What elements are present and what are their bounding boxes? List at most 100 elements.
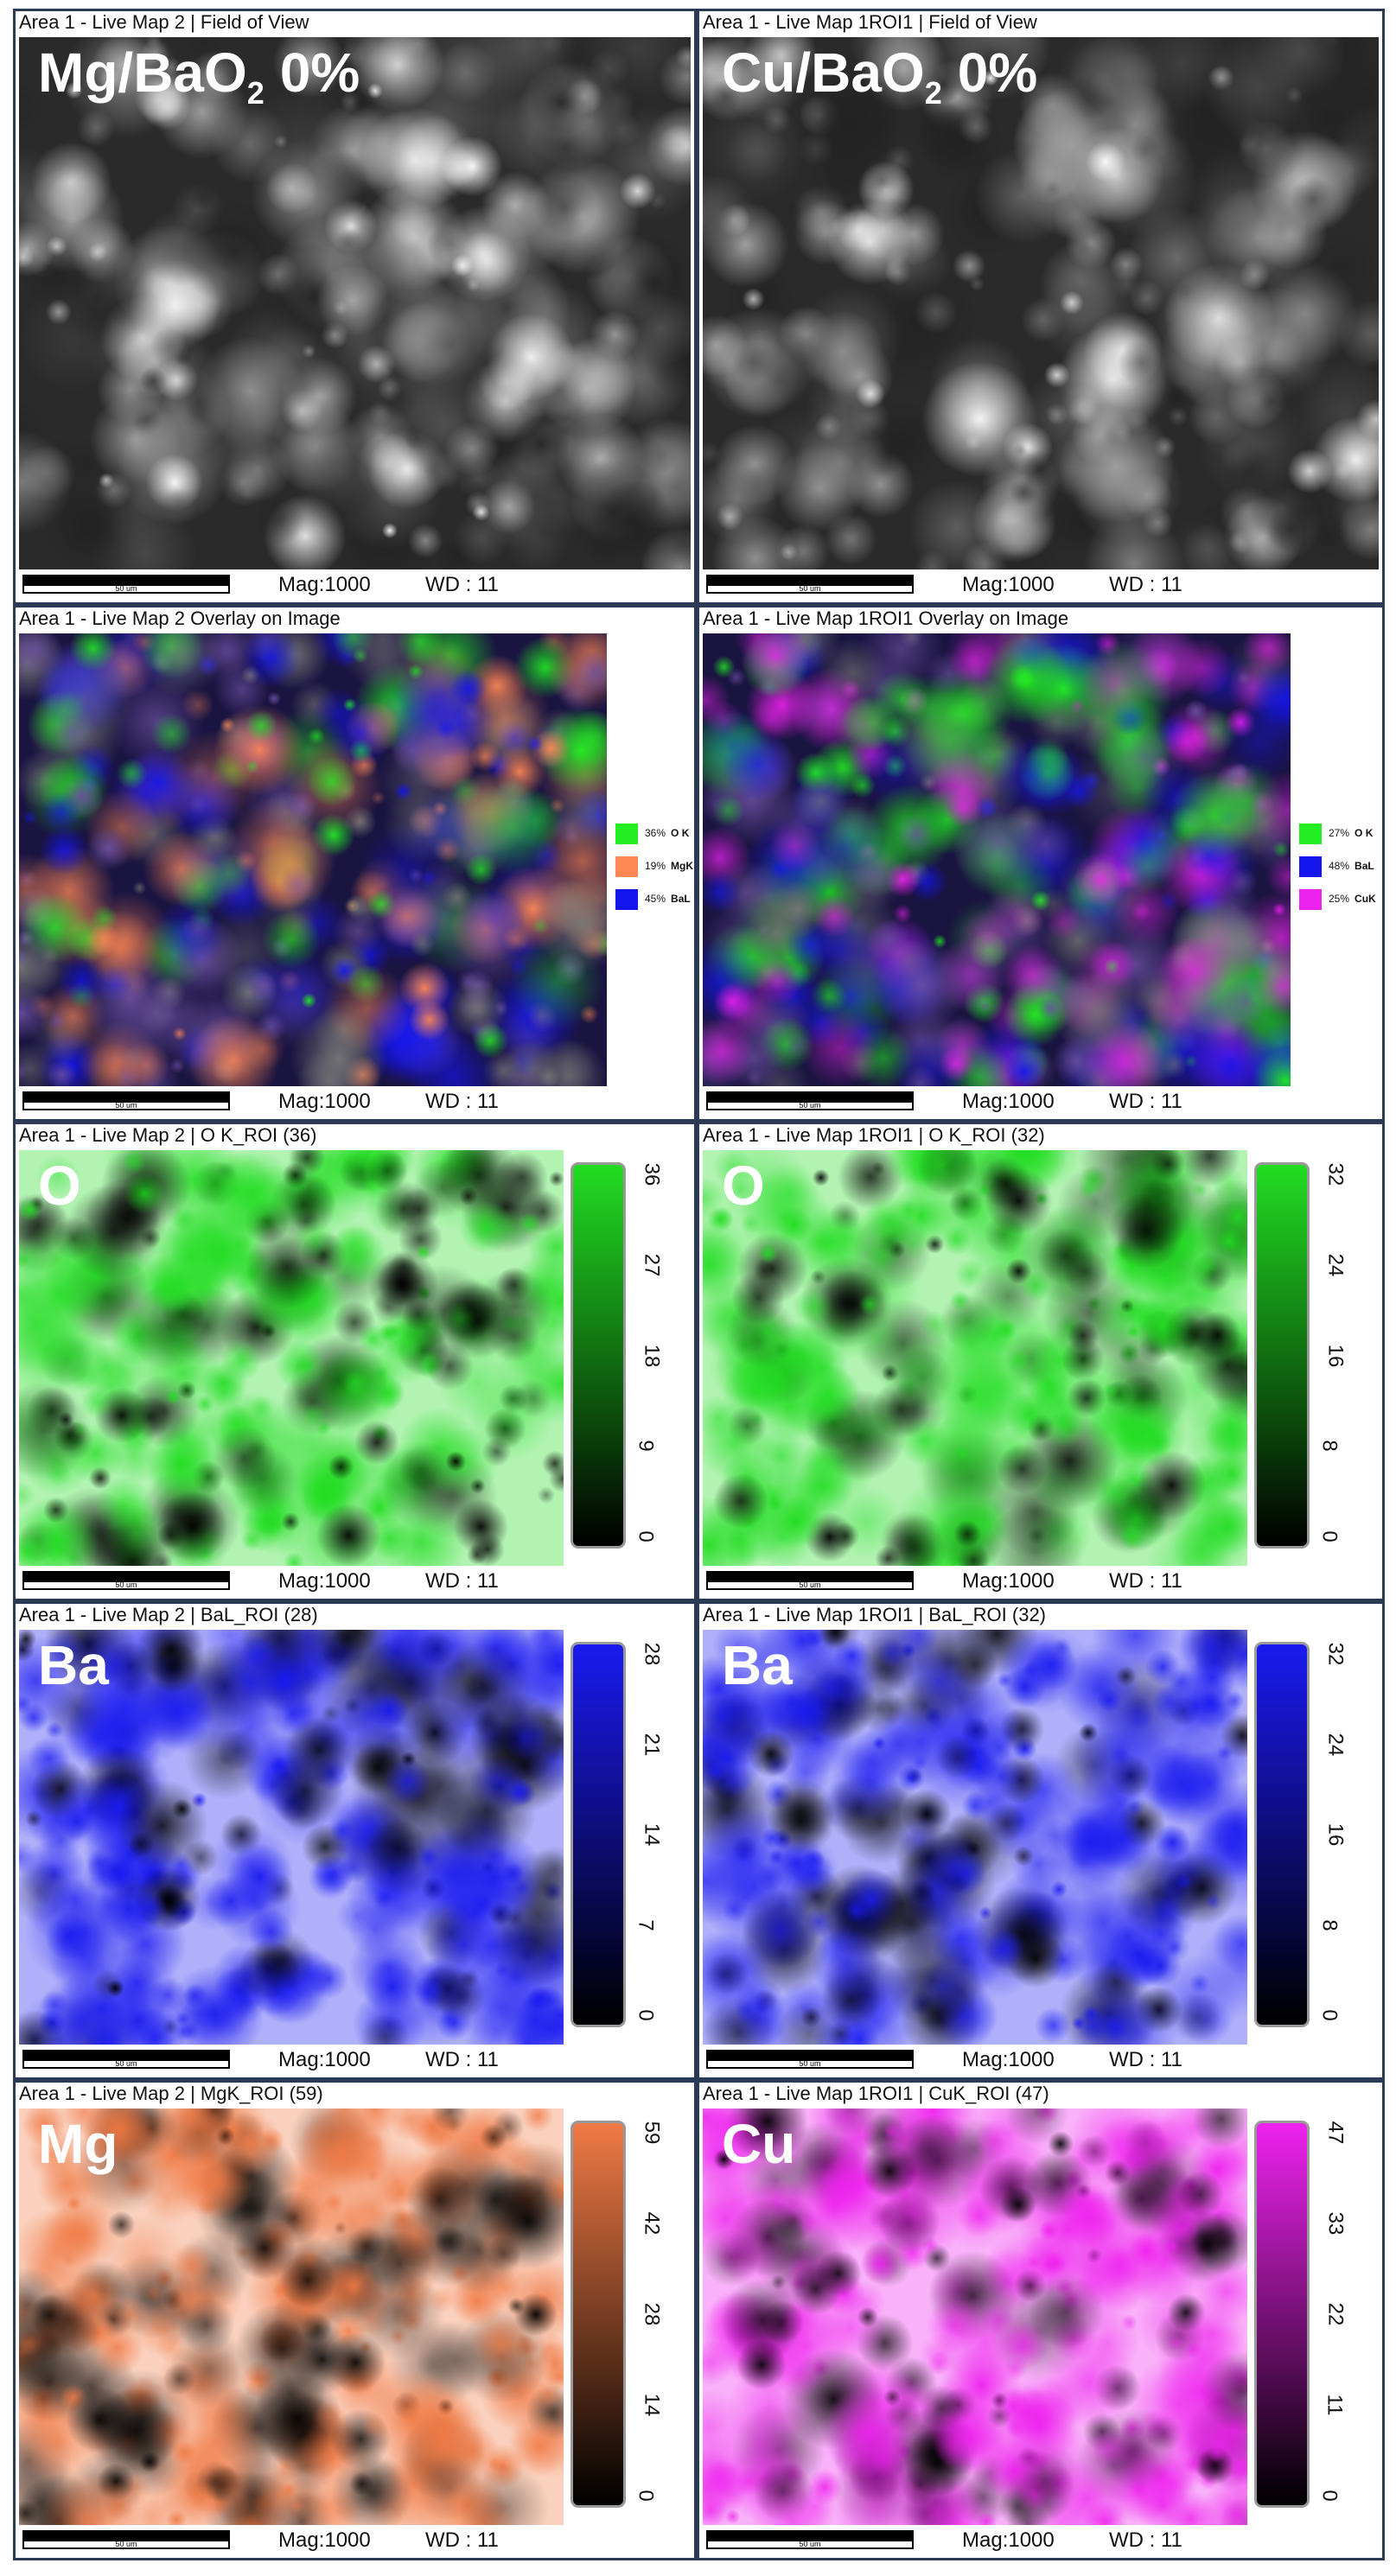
scale-bar-text: 50 um: [115, 1581, 137, 1589]
magnification: Mag:1000: [962, 1090, 1055, 1113]
scale-bar-fill: [24, 2532, 228, 2541]
scale-bar-text: 50 um: [115, 1101, 137, 1110]
colorbar: [1254, 1642, 1310, 2027]
panel: Area 1 - Live Map 1ROI1 Overlay on Image…: [697, 605, 1385, 1122]
scale-bar-text: 50 um: [799, 2059, 821, 2068]
scale-bar: 50 um: [706, 2530, 914, 2549]
legend-swatch: [615, 856, 638, 878]
scale-bar-fill: [708, 2051, 912, 2061]
scale-bar-fill: [708, 1573, 912, 1582]
colorbar-tick: 24: [1323, 1253, 1348, 1277]
panel-title: Area 1 - Live Map 2 Overlay on Image: [19, 607, 341, 629]
micrograph: [19, 1630, 564, 2045]
micrograph: [19, 1150, 564, 1566]
label-text: Cu/BaO: [722, 41, 925, 104]
sample-label: Cu/BaO2 0%: [722, 41, 1037, 111]
micrograph: [703, 1630, 1247, 2045]
colorbar: [571, 2121, 626, 2508]
label-tail: 0%: [957, 41, 1038, 104]
legend-value: 48%: [1329, 860, 1350, 873]
colorbar-tick: 36: [640, 1162, 664, 1186]
magnification: Mag:1000: [278, 1090, 371, 1113]
panel-title: Area 1 - Live Map 1ROI1 | BaL_ROI (32): [703, 1604, 1046, 1625]
footer: 50 um Mag:1000 WD : 11: [703, 1566, 1382, 1597]
panel: Area 1 - Live Map 1ROI1 | CuK_ROI (47) Cu…: [697, 2080, 1385, 2560]
colorbar-tick: 21: [640, 1733, 664, 1756]
panel-title: Area 1 - Live Map 1ROI1 | Field of View: [703, 11, 1037, 33]
magnification: Mag:1000: [278, 573, 371, 596]
legend-item: 25% CuK: [1299, 889, 1376, 911]
scale-bar-fill: [24, 576, 228, 586]
legend-value: 25%: [1329, 893, 1350, 906]
legend-swatch: [615, 824, 638, 845]
scale-bar-text: 50 um: [115, 2059, 137, 2068]
scale-bar: 50 um: [22, 1091, 230, 1110]
label-text: Mg: [38, 2113, 118, 2175]
legend-item: 45% BaL: [615, 889, 691, 911]
legend-swatch: [1299, 824, 1322, 845]
label-text: Mg/BaO: [38, 41, 247, 104]
legend-value: 45%: [645, 893, 666, 906]
label-subscript: 2: [246, 74, 265, 111]
colorbar-tick: 9: [634, 1440, 658, 1452]
label-tail: 0%: [279, 41, 360, 104]
scale-bar-text: 50 um: [799, 2540, 821, 2548]
colorbar-tick: 7: [634, 1918, 658, 1931]
working-distance: WD : 11: [425, 573, 499, 596]
legend-name: BaL: [1355, 860, 1374, 873]
magnification: Mag:1000: [278, 2048, 371, 2071]
panel-title: Area 1 - Live Map 2 | BaL_ROI (28): [19, 1604, 318, 1625]
scale-bar: 50 um: [706, 2050, 914, 2069]
footer: 50 um Mag:1000 WD : 11: [19, 2045, 694, 2076]
colorbar-tick: 0: [1317, 2490, 1342, 2502]
panel: Area 1 - Live Map 2 Overlay on Image 50 u…: [13, 605, 697, 1122]
footer: 50 um Mag:1000 WD : 11: [703, 2045, 1382, 2076]
label-text: O: [38, 1154, 81, 1217]
panel: Area 1 - Live Map 2 | BaL_ROI (28) Ba 50 u…: [13, 1601, 697, 2080]
scale-bar-fill: [24, 2051, 228, 2061]
colorbar-tick: 22: [1323, 2302, 1348, 2326]
colorbar-tick: 32: [1323, 1642, 1348, 1666]
micrograph: [703, 2109, 1247, 2525]
working-distance: WD : 11: [1109, 1569, 1182, 1593]
magnification: Mag:1000: [278, 1569, 371, 1593]
colorbar-tick: 24: [1323, 1733, 1348, 1756]
scale-bar-fill: [708, 576, 912, 586]
scale-bar: 50 um: [22, 2050, 230, 2069]
scale-bar: 50 um: [22, 1571, 230, 1590]
micrograph: [703, 37, 1379, 569]
micrograph: [703, 1150, 1247, 1566]
panel: Area 1 - Live Map 2 | O K_ROI (36) O 50 um…: [13, 1122, 697, 1601]
footer: 50 um Mag:1000 WD : 11: [19, 2525, 694, 2556]
magnification: Mag:1000: [962, 2048, 1055, 2071]
sample-label: O: [38, 1154, 81, 1218]
scale-bar: 50 um: [22, 575, 230, 594]
colorbar: [571, 1642, 626, 2027]
colorbar-tick: 27: [640, 1253, 664, 1277]
colorbar-tick: 0: [1317, 1530, 1342, 1542]
colorbar-tick: 33: [1323, 2211, 1348, 2236]
magnification: Mag:1000: [962, 573, 1055, 596]
scale-bar-text: 50 um: [115, 584, 137, 593]
footer: 50 um Mag:1000 WD : 11: [703, 569, 1382, 601]
legend-item: 36% O K: [615, 824, 690, 845]
sample-label: Cu: [722, 2112, 795, 2176]
working-distance: WD : 11: [425, 1569, 499, 1593]
panel-title: Area 1 - Live Map 1ROI1 Overlay on Image: [703, 607, 1069, 629]
legend-swatch: [1299, 856, 1322, 878]
legend-name: BaL: [671, 893, 691, 906]
colorbar-tick: 8: [1317, 1440, 1342, 1452]
sample-label: Mg: [38, 2112, 118, 2176]
scale-bar-fill: [24, 1093, 228, 1103]
legend-item: 48% BaL: [1299, 856, 1374, 878]
working-distance: WD : 11: [425, 1090, 499, 1113]
working-distance: WD : 11: [425, 2048, 499, 2071]
micrograph: [19, 37, 691, 569]
scale-bar: 50 um: [706, 575, 914, 594]
colorbar-tick: 28: [640, 1642, 664, 1666]
magnification: Mag:1000: [278, 2528, 371, 2552]
legend-name: O K: [671, 827, 690, 840]
colorbar-tick: 0: [634, 2009, 658, 2021]
scale-bar-text: 50 um: [799, 1581, 821, 1589]
colorbar-tick: 0: [634, 1530, 658, 1542]
